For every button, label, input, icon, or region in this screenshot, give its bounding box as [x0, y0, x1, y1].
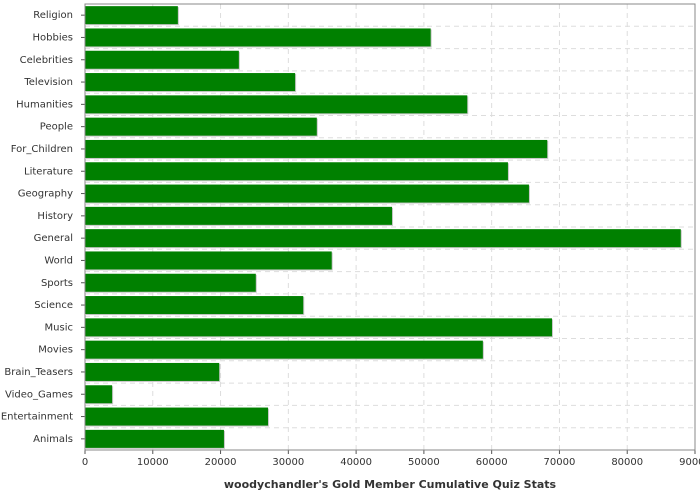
- bar: [85, 362, 220, 381]
- y-tick-label: Sports: [41, 278, 73, 289]
- y-tick-label: Hobbies: [33, 32, 73, 43]
- x-tick-label: 10000: [137, 457, 169, 468]
- bar: [85, 385, 113, 404]
- y-tick-label: Science: [34, 300, 73, 311]
- bar: [85, 318, 552, 337]
- x-tick-label: 30000: [272, 457, 304, 468]
- bar: [85, 95, 468, 114]
- x-tick-label: 60000: [476, 457, 508, 468]
- y-tick-label: History: [37, 211, 73, 222]
- bar: [85, 184, 529, 203]
- bar: [85, 73, 296, 92]
- y-tick-label: Movies: [38, 345, 73, 356]
- y-tick-label: Video_Games: [5, 389, 73, 400]
- plot-border: [84, 3, 696, 451]
- bar: [85, 273, 256, 292]
- y-tick-label: Humanities: [16, 99, 73, 110]
- y-tick-label: Literature: [24, 166, 73, 177]
- x-tick-label: 80000: [611, 457, 643, 468]
- y-tick-label: Religion: [33, 10, 73, 21]
- bar: [85, 429, 224, 448]
- bar: [85, 251, 332, 270]
- y-tick-label: Entertainment: [1, 412, 73, 423]
- bar: [85, 50, 239, 69]
- y-tick-label: Geography: [18, 189, 73, 200]
- bar: [85, 6, 178, 25]
- bar: [85, 117, 317, 136]
- bar: [85, 229, 681, 248]
- x-tick-label: 40000: [340, 457, 372, 468]
- bar: [85, 407, 268, 426]
- bar: [85, 139, 548, 158]
- x-tick-label: 20000: [205, 457, 237, 468]
- bar: [85, 28, 431, 47]
- y-tick-label: For_Children: [11, 144, 73, 155]
- bar: [85, 296, 304, 315]
- y-tick-label: General: [34, 233, 73, 244]
- y-tick-label: Celebrities: [20, 55, 73, 66]
- bar: [85, 206, 393, 225]
- x-tick-label: 90000: [679, 457, 700, 468]
- y-tick-label: Brain_Teasers: [4, 367, 73, 378]
- bar: [85, 162, 508, 181]
- x-tick-label: 70000: [544, 457, 576, 468]
- chart-title: woodychandler's Gold Member Cumulative Q…: [224, 478, 557, 491]
- y-tick-label: Animals: [33, 434, 73, 445]
- bar: [85, 340, 483, 359]
- x-tick-label: 0: [82, 457, 88, 468]
- y-tick-label: Television: [23, 77, 73, 88]
- x-tick-label: 50000: [408, 457, 440, 468]
- y-tick-label: World: [44, 255, 73, 266]
- y-tick-label: Music: [45, 322, 73, 333]
- y-tick-label: People: [40, 122, 73, 133]
